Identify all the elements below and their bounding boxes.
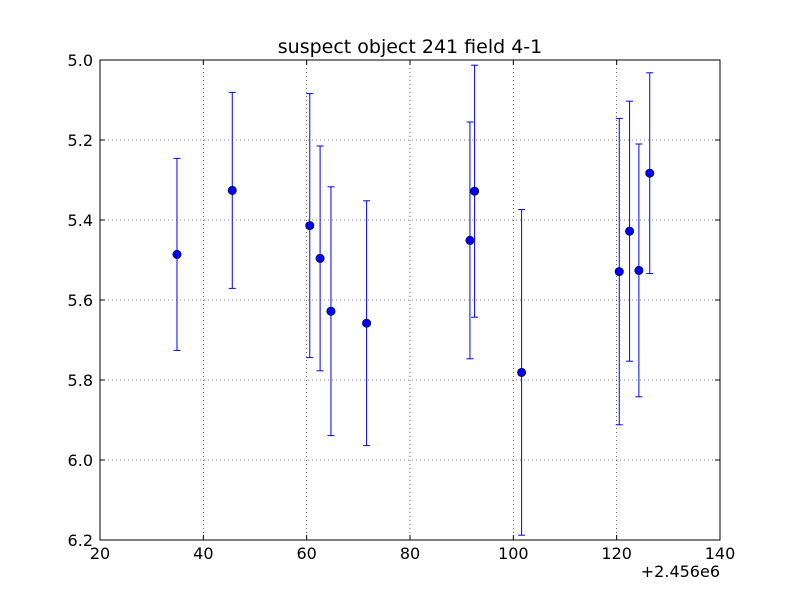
chart-title: suspect object 241 field 4-1 (278, 36, 543, 58)
data-point-group (227, 91, 237, 289)
data-point-group (634, 143, 644, 398)
y-tick-label: 5.2 (68, 131, 93, 150)
data-point-group (362, 200, 372, 447)
data-point-group (517, 209, 527, 536)
y-axis-tick-labels: 5.0 5.2 5.4 5.6 5.8 6.0 6.2 (68, 51, 93, 550)
data-point-group (645, 72, 655, 275)
data-point-marker (634, 265, 644, 275)
x-axis-tick-labels: 20 40 60 80 100 120 140 (90, 544, 735, 563)
y-tick-label: 5.8 (68, 371, 93, 390)
data-point-marker (315, 253, 325, 263)
data-point-group (305, 93, 315, 359)
data-point-group (315, 145, 325, 372)
x-tick-label: 100 (498, 544, 529, 563)
x-tick-label: 120 (601, 544, 632, 563)
data-point-marker (362, 318, 372, 328)
data-point-group (326, 186, 336, 437)
data-point-marker (645, 168, 655, 178)
x-tick-label: 40 (193, 544, 213, 563)
grid (100, 60, 720, 540)
y-tick-label: 5.0 (68, 51, 93, 70)
y-tick-label: 6.2 (68, 531, 93, 550)
data-series (172, 64, 655, 536)
data-point-marker (614, 267, 624, 277)
data-point-marker (326, 306, 336, 316)
data-point-group (614, 117, 624, 426)
data-point-marker (625, 226, 635, 236)
x-tick-label: 20 (90, 544, 110, 563)
data-point-group (625, 100, 635, 362)
y-tick-label: 5.6 (68, 291, 93, 310)
x-tick-label: 60 (296, 544, 316, 563)
x-tick-label: 140 (705, 544, 736, 563)
data-point-marker (470, 186, 480, 196)
axis-ticks (99, 59, 721, 541)
data-point-group (172, 157, 182, 351)
y-tick-label: 5.4 (68, 211, 93, 230)
data-point-group (470, 64, 480, 318)
data-point-marker (517, 367, 527, 377)
data-point-marker (465, 235, 475, 245)
x-axis-offset-label: +2.456e6 (641, 562, 720, 581)
y-tick-label: 6.0 (68, 451, 93, 470)
data-point-group (465, 121, 475, 360)
data-point-marker (305, 221, 315, 231)
data-point-marker (227, 185, 237, 195)
data-point-marker (172, 249, 182, 259)
x-tick-label: 80 (400, 544, 420, 563)
